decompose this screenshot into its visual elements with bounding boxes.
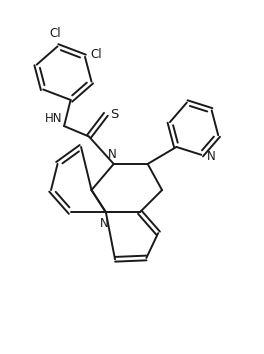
Text: N: N: [100, 217, 109, 230]
Text: HN: HN: [45, 112, 63, 125]
Text: Cl: Cl: [49, 27, 61, 40]
Text: S: S: [111, 108, 119, 121]
Text: N: N: [108, 148, 117, 161]
Text: Cl: Cl: [91, 48, 102, 61]
Text: N: N: [206, 150, 215, 162]
